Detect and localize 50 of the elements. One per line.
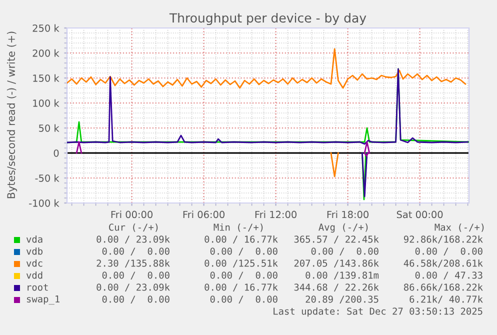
y-tick-label: 50 k <box>39 124 60 132</box>
text: 207.05 /143.86k <box>294 259 379 268</box>
x-tick-label: Fri 12:00 <box>255 210 296 218</box>
chart-title: Throughput per device - by day <box>169 12 366 26</box>
text: 0.00 / 16.77k <box>204 235 278 244</box>
text: Cur (-/+) <box>109 223 158 232</box>
y-axis-title: Bytes/second read (-) / write (+) <box>6 32 18 198</box>
y-tick-label: -50 k <box>35 174 60 182</box>
text: 0.00 / 0.00 <box>210 248 278 256</box>
y-tick-label: 200 k <box>32 49 60 57</box>
text: 0.00 / 0.00 <box>102 272 170 280</box>
text: Min (-/+) <box>214 223 263 232</box>
text: 20.89 /200.35 <box>306 296 378 304</box>
y-tick-label: 150 k <box>33 74 60 82</box>
y-tick-label: 250 k <box>32 24 60 32</box>
y-tick-label: -100 k <box>29 199 60 207</box>
legend-label: vdd <box>26 271 42 279</box>
text: 0.00 /125.51k <box>204 259 278 268</box>
text: 86.66k/168.22k <box>404 283 483 292</box>
legend-label: swap_1 <box>26 295 60 305</box>
text: Avg (-/+) <box>318 223 368 233</box>
x-tick-label: Sat 00:00 <box>396 210 443 218</box>
text: 0.00 / 23.09k <box>96 283 170 292</box>
text: 0.00 / 0.00 <box>210 296 278 304</box>
x-tick-label: Fri 18:00 <box>327 210 368 218</box>
text: 0.00 / 0.00 <box>102 296 170 304</box>
text: 92.86k/168.22k <box>404 235 483 244</box>
text: 0.00 / 16.77k <box>204 283 278 292</box>
text: 0.00 /139.81m <box>306 272 379 280</box>
legend-label: vda <box>26 235 42 243</box>
legend-label: vdc <box>26 259 42 267</box>
text: 6.21k/ 40.77k <box>410 295 483 304</box>
text: 2.30 /135.88k <box>96 259 170 268</box>
text: 0.00 / 0.00 <box>102 248 170 256</box>
text: 0.00 / 23.09k <box>96 235 170 244</box>
text: 0.00 / 0.00 <box>415 248 482 256</box>
text: 0.00 / 0.00 <box>210 272 278 280</box>
text: Last update: Sat Dec 27 03:50:13 2025 <box>274 307 482 317</box>
x-tick-label: Fri 00:00 <box>111 210 152 218</box>
y-tick-label: 100 k <box>33 99 60 107</box>
text: Max (-/+) <box>434 223 484 232</box>
legend-label: root <box>28 284 48 291</box>
y-tick-label: 0 <box>54 149 59 157</box>
text: 365.57 / 22.45k <box>294 235 379 244</box>
text: 46.58k/208.61k <box>404 259 483 268</box>
x-tick-label: Fri 06:00 <box>183 210 224 218</box>
text: 0.00 / 47.33 <box>415 272 482 280</box>
text: 0.00 / 0.00 <box>311 248 378 256</box>
legend-label: vdb <box>26 247 42 255</box>
text: 344.68 / 22.26k <box>294 283 379 292</box>
